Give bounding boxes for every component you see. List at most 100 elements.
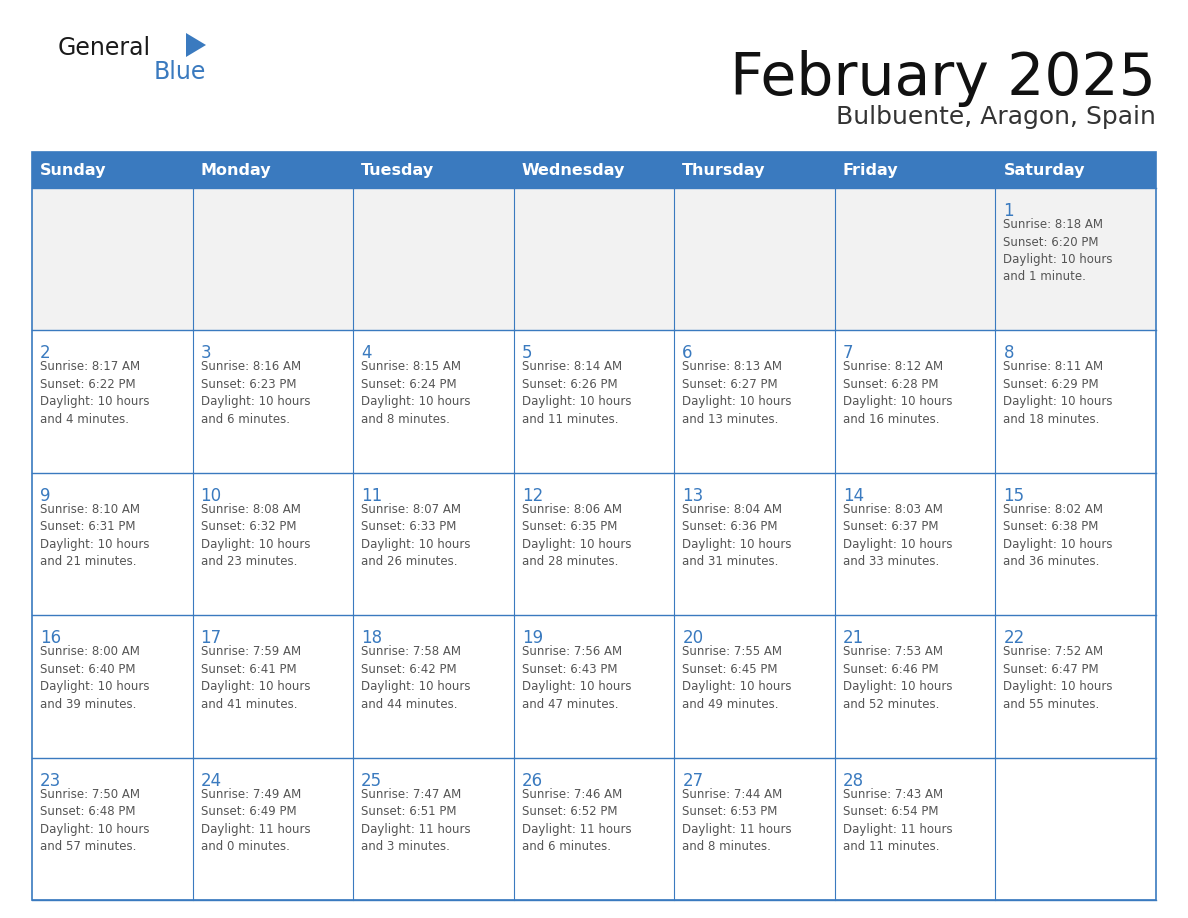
Bar [996, 188, 1156, 330]
Bar [192, 152, 353, 188]
Text: 14: 14 [842, 487, 864, 505]
Text: Sunrise: 7:59 AM
Sunset: 6:41 PM
Daylight: 10 hours
and 41 minutes.: Sunrise: 7:59 AM Sunset: 6:41 PM Dayligh… [201, 645, 310, 711]
Bar [32, 152, 1156, 900]
Text: 26: 26 [522, 772, 543, 789]
Text: Sunrise: 8:06 AM
Sunset: 6:35 PM
Daylight: 10 hours
and 28 minutes.: Sunrise: 8:06 AM Sunset: 6:35 PM Dayligh… [522, 503, 631, 568]
Text: Sunrise: 8:07 AM
Sunset: 6:33 PM
Daylight: 10 hours
and 26 minutes.: Sunrise: 8:07 AM Sunset: 6:33 PM Dayligh… [361, 503, 470, 568]
Text: Sunrise: 7:52 AM
Sunset: 6:47 PM
Daylight: 10 hours
and 55 minutes.: Sunrise: 7:52 AM Sunset: 6:47 PM Dayligh… [1004, 645, 1113, 711]
Text: Sunrise: 7:58 AM
Sunset: 6:42 PM
Daylight: 10 hours
and 44 minutes.: Sunrise: 7:58 AM Sunset: 6:42 PM Dayligh… [361, 645, 470, 711]
Text: Sunrise: 8:18 AM
Sunset: 6:20 PM
Daylight: 10 hours
and 1 minute.: Sunrise: 8:18 AM Sunset: 6:20 PM Dayligh… [1004, 218, 1113, 284]
Text: Sunday: Sunday [40, 162, 107, 177]
Bar [192, 188, 353, 330]
Text: 3: 3 [201, 344, 211, 363]
Text: Sunrise: 8:00 AM
Sunset: 6:40 PM
Daylight: 10 hours
and 39 minutes.: Sunrise: 8:00 AM Sunset: 6:40 PM Dayligh… [40, 645, 150, 711]
Bar [996, 152, 1156, 188]
Text: 27: 27 [682, 772, 703, 789]
Text: Sunrise: 8:10 AM
Sunset: 6:31 PM
Daylight: 10 hours
and 21 minutes.: Sunrise: 8:10 AM Sunset: 6:31 PM Dayligh… [40, 503, 150, 568]
Bar [513, 152, 675, 188]
Bar [675, 757, 835, 900]
Text: Saturday: Saturday [1004, 162, 1085, 177]
Text: 15: 15 [1004, 487, 1024, 505]
Text: Bulbuente, Aragon, Spain: Bulbuente, Aragon, Spain [836, 105, 1156, 129]
Bar [32, 330, 192, 473]
Bar [835, 330, 996, 473]
Text: 1: 1 [1004, 202, 1015, 220]
Bar [32, 473, 192, 615]
Bar [192, 757, 353, 900]
Bar [353, 615, 513, 757]
Bar [353, 757, 513, 900]
Bar [835, 473, 996, 615]
Text: 16: 16 [40, 629, 61, 647]
Text: Sunrise: 7:43 AM
Sunset: 6:54 PM
Daylight: 11 hours
and 11 minutes.: Sunrise: 7:43 AM Sunset: 6:54 PM Dayligh… [842, 788, 953, 853]
Text: 8: 8 [1004, 344, 1013, 363]
Bar [192, 615, 353, 757]
Text: Sunrise: 7:49 AM
Sunset: 6:49 PM
Daylight: 11 hours
and 0 minutes.: Sunrise: 7:49 AM Sunset: 6:49 PM Dayligh… [201, 788, 310, 853]
Bar [192, 330, 353, 473]
Text: Sunrise: 7:50 AM
Sunset: 6:48 PM
Daylight: 10 hours
and 57 minutes.: Sunrise: 7:50 AM Sunset: 6:48 PM Dayligh… [40, 788, 150, 853]
Bar [513, 188, 675, 330]
Text: 17: 17 [201, 629, 222, 647]
Bar [835, 152, 996, 188]
Text: Sunrise: 7:44 AM
Sunset: 6:53 PM
Daylight: 11 hours
and 8 minutes.: Sunrise: 7:44 AM Sunset: 6:53 PM Dayligh… [682, 788, 792, 853]
Text: Sunrise: 8:11 AM
Sunset: 6:29 PM
Daylight: 10 hours
and 18 minutes.: Sunrise: 8:11 AM Sunset: 6:29 PM Dayligh… [1004, 361, 1113, 426]
Text: 23: 23 [40, 772, 62, 789]
Polygon shape [187, 33, 206, 57]
Text: Sunrise: 8:08 AM
Sunset: 6:32 PM
Daylight: 10 hours
and 23 minutes.: Sunrise: 8:08 AM Sunset: 6:32 PM Dayligh… [201, 503, 310, 568]
Text: Sunrise: 7:53 AM
Sunset: 6:46 PM
Daylight: 10 hours
and 52 minutes.: Sunrise: 7:53 AM Sunset: 6:46 PM Dayligh… [842, 645, 953, 711]
Text: 2: 2 [40, 344, 51, 363]
Bar [32, 757, 192, 900]
Bar [835, 615, 996, 757]
Bar [675, 188, 835, 330]
Bar [32, 152, 192, 188]
Text: 13: 13 [682, 487, 703, 505]
Text: 10: 10 [201, 487, 222, 505]
Text: Sunrise: 8:17 AM
Sunset: 6:22 PM
Daylight: 10 hours
and 4 minutes.: Sunrise: 8:17 AM Sunset: 6:22 PM Dayligh… [40, 361, 150, 426]
Bar [353, 473, 513, 615]
Text: February 2025: February 2025 [731, 50, 1156, 107]
Bar [675, 152, 835, 188]
Text: 12: 12 [522, 487, 543, 505]
Bar [353, 152, 513, 188]
Text: 25: 25 [361, 772, 383, 789]
Text: 11: 11 [361, 487, 383, 505]
Text: 28: 28 [842, 772, 864, 789]
Text: Sunrise: 8:02 AM
Sunset: 6:38 PM
Daylight: 10 hours
and 36 minutes.: Sunrise: 8:02 AM Sunset: 6:38 PM Dayligh… [1004, 503, 1113, 568]
Bar [996, 757, 1156, 900]
Bar [353, 330, 513, 473]
Text: 22: 22 [1004, 629, 1025, 647]
Bar [996, 330, 1156, 473]
Bar [513, 757, 675, 900]
Text: General: General [58, 36, 151, 60]
Text: Blue: Blue [153, 60, 206, 84]
Text: 19: 19 [522, 629, 543, 647]
Text: Sunrise: 7:47 AM
Sunset: 6:51 PM
Daylight: 11 hours
and 3 minutes.: Sunrise: 7:47 AM Sunset: 6:51 PM Dayligh… [361, 788, 470, 853]
Bar [835, 757, 996, 900]
Text: Sunrise: 7:56 AM
Sunset: 6:43 PM
Daylight: 10 hours
and 47 minutes.: Sunrise: 7:56 AM Sunset: 6:43 PM Dayligh… [522, 645, 631, 711]
Bar [192, 473, 353, 615]
Text: 6: 6 [682, 344, 693, 363]
Bar [675, 615, 835, 757]
Text: Sunrise: 8:14 AM
Sunset: 6:26 PM
Daylight: 10 hours
and 11 minutes.: Sunrise: 8:14 AM Sunset: 6:26 PM Dayligh… [522, 361, 631, 426]
Text: Sunrise: 8:13 AM
Sunset: 6:27 PM
Daylight: 10 hours
and 13 minutes.: Sunrise: 8:13 AM Sunset: 6:27 PM Dayligh… [682, 361, 791, 426]
Bar [513, 330, 675, 473]
Text: Monday: Monday [201, 162, 271, 177]
Bar [835, 188, 996, 330]
Text: 21: 21 [842, 629, 864, 647]
Bar [513, 473, 675, 615]
Text: Sunrise: 8:15 AM
Sunset: 6:24 PM
Daylight: 10 hours
and 8 minutes.: Sunrise: 8:15 AM Sunset: 6:24 PM Dayligh… [361, 361, 470, 426]
Bar [513, 615, 675, 757]
Bar [996, 615, 1156, 757]
Text: 9: 9 [40, 487, 51, 505]
Text: 7: 7 [842, 344, 853, 363]
Text: Friday: Friday [842, 162, 898, 177]
Text: Thursday: Thursday [682, 162, 766, 177]
Bar [32, 615, 192, 757]
Bar [996, 473, 1156, 615]
Text: Tuesday: Tuesday [361, 162, 435, 177]
Text: Sunrise: 8:12 AM
Sunset: 6:28 PM
Daylight: 10 hours
and 16 minutes.: Sunrise: 8:12 AM Sunset: 6:28 PM Dayligh… [842, 361, 953, 426]
Text: Sunrise: 8:16 AM
Sunset: 6:23 PM
Daylight: 10 hours
and 6 minutes.: Sunrise: 8:16 AM Sunset: 6:23 PM Dayligh… [201, 361, 310, 426]
Text: Sunrise: 8:04 AM
Sunset: 6:36 PM
Daylight: 10 hours
and 31 minutes.: Sunrise: 8:04 AM Sunset: 6:36 PM Dayligh… [682, 503, 791, 568]
Text: Sunrise: 7:46 AM
Sunset: 6:52 PM
Daylight: 11 hours
and 6 minutes.: Sunrise: 7:46 AM Sunset: 6:52 PM Dayligh… [522, 788, 631, 853]
Text: 18: 18 [361, 629, 383, 647]
